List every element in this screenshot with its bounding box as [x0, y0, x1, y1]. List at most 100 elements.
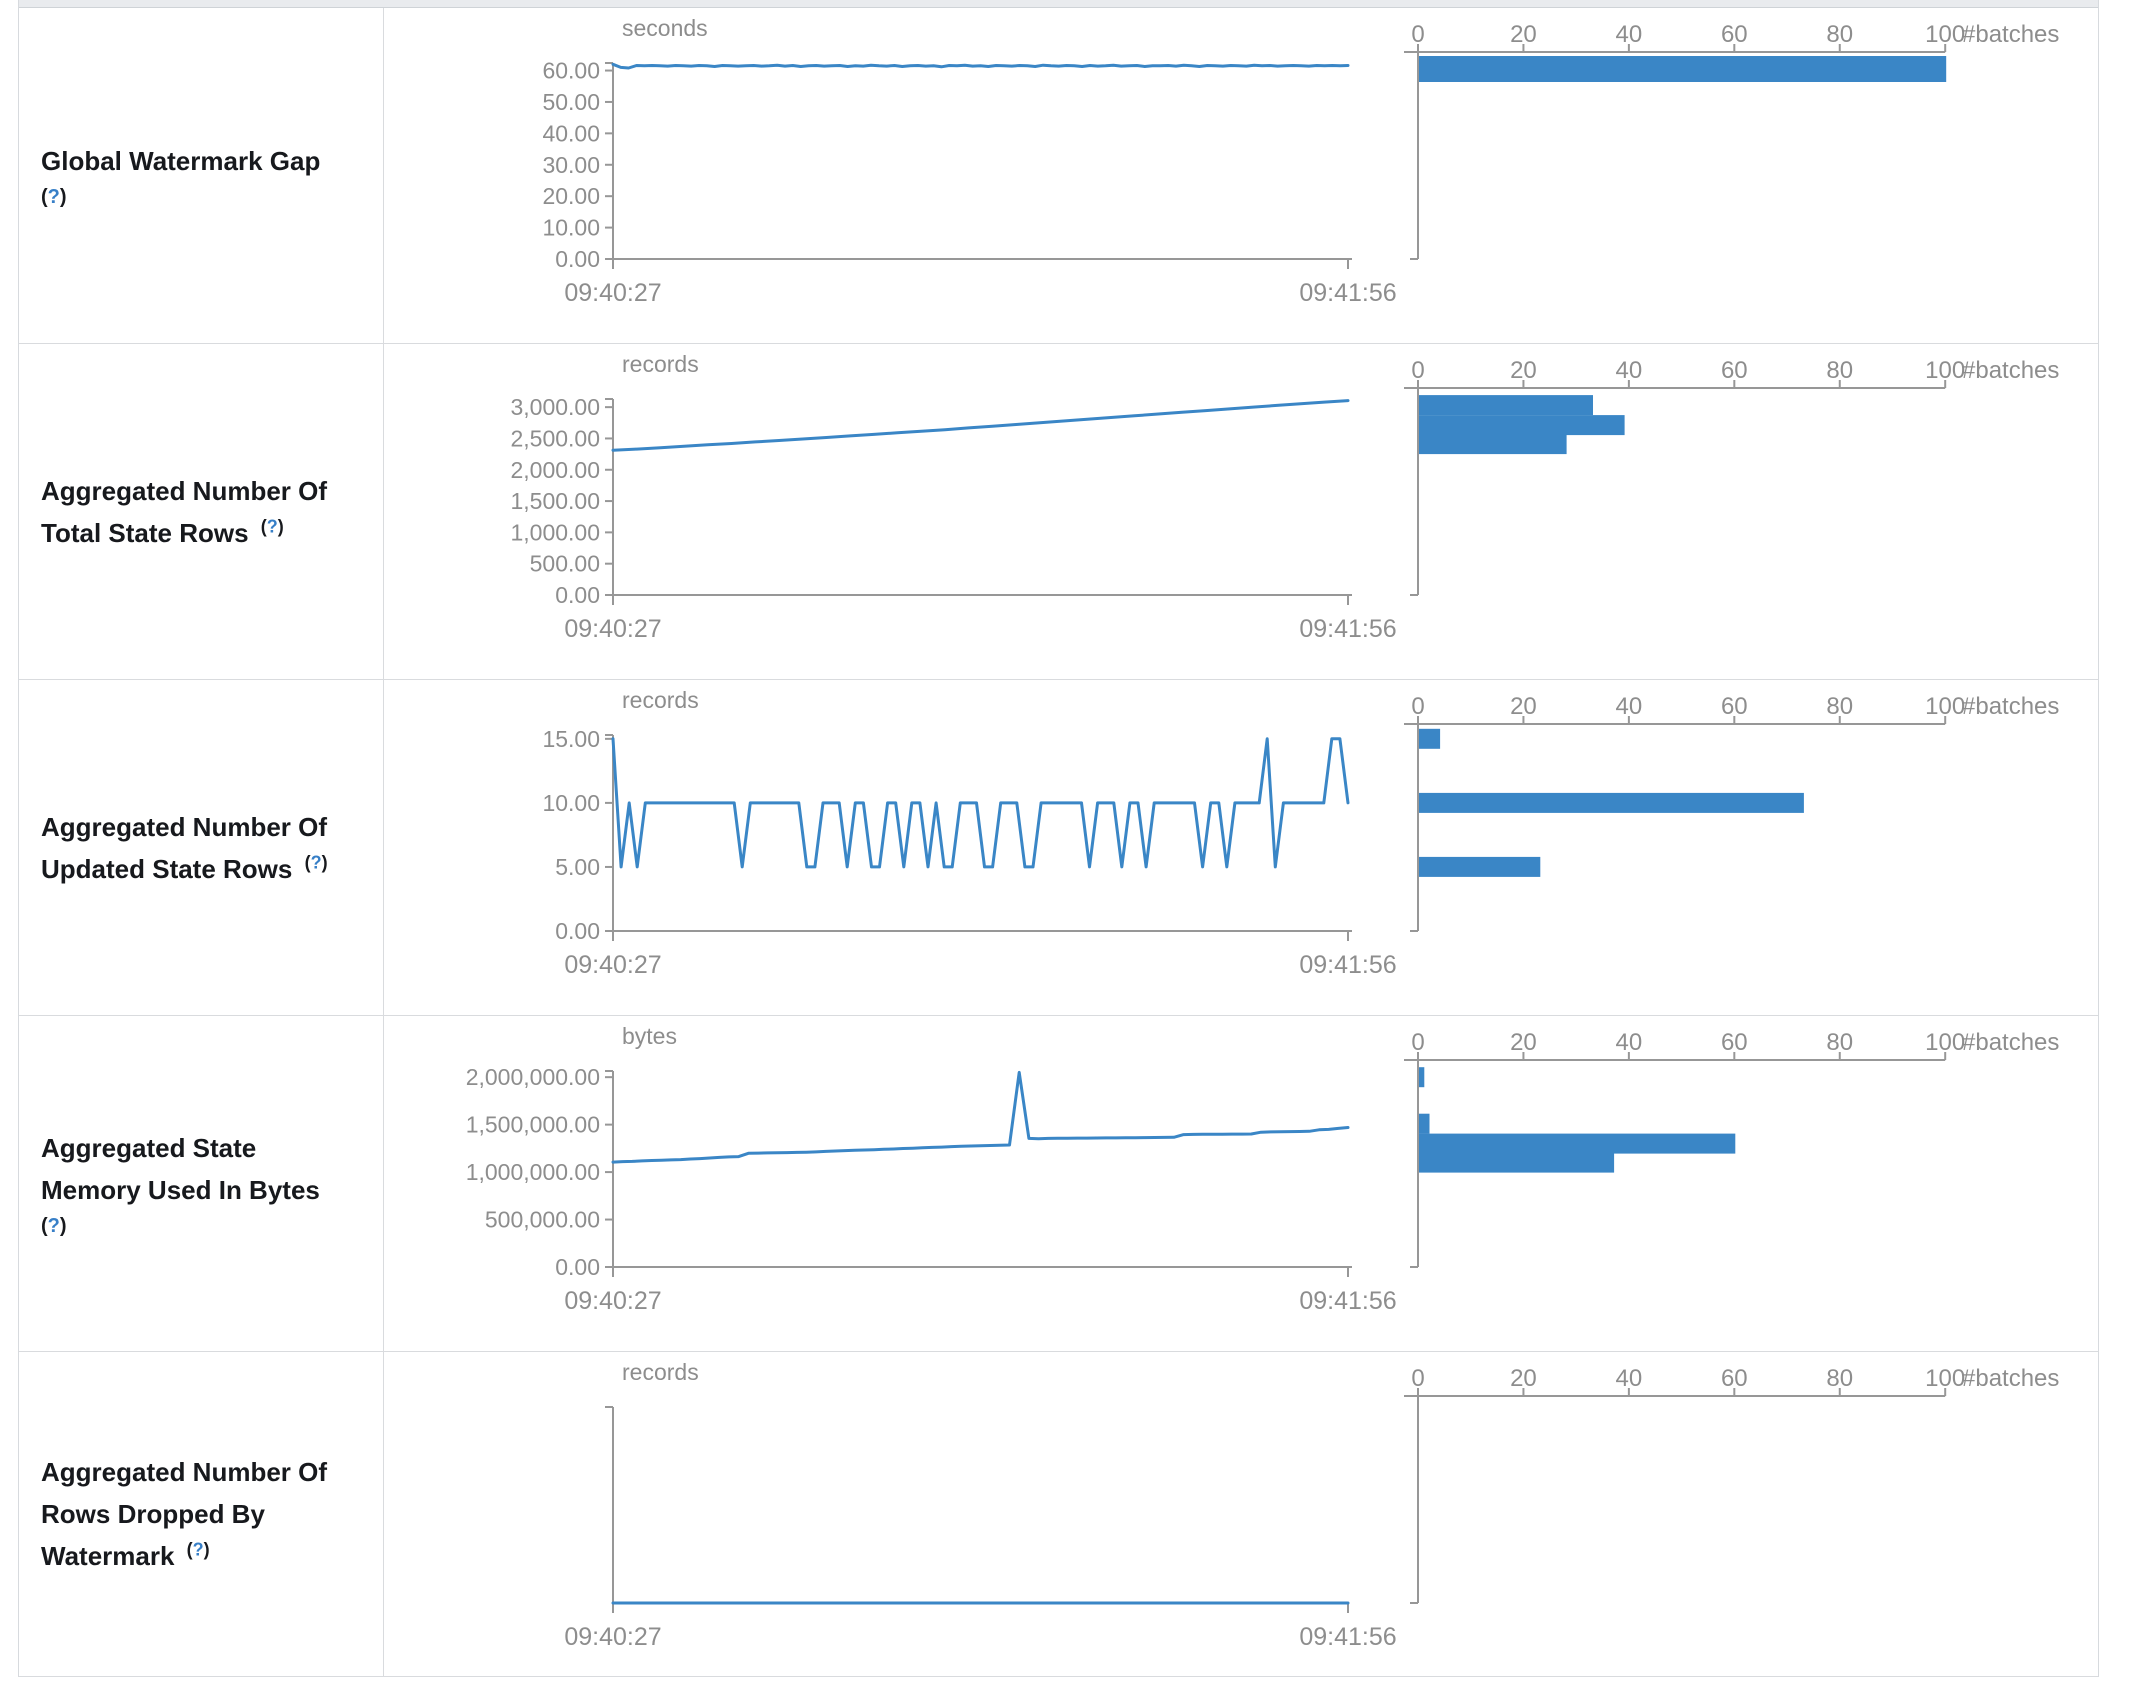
- timeline-data-line: [611, 1070, 1350, 1164]
- metric-title: Aggregated State Memory Used In Bytes (?): [41, 1127, 353, 1241]
- timeline-data-line: [611, 737, 1350, 869]
- timeline-y-tick: 0.00: [555, 1254, 600, 1280]
- metric-charts-cell: bytes 2,000,000.00 1,500,000.00 1,000,000.0…: [384, 1016, 2098, 1351]
- metric-help: (?): [41, 1214, 67, 1237]
- timeline-y-tick: 15.00: [542, 726, 600, 752]
- histogram-x-tick: 40: [1616, 693, 1643, 720]
- histogram-x-tick: 80: [1826, 693, 1853, 720]
- histogram-axis-label: #batches: [1962, 693, 2059, 720]
- histogram-bar: [1419, 434, 1567, 455]
- timeline-x-end-label: 09:41:56: [1299, 1623, 1396, 1651]
- histogram-x-tick: 20: [1510, 693, 1537, 720]
- metric-rows-container: Global Watermark Gap (?) seconds 60.00 50.00…: [19, 8, 2098, 1677]
- help-link[interactable]: ?: [47, 1214, 60, 1237]
- timeline-y-tick: 5.00: [555, 854, 600, 880]
- timeline-y-tick: 40.00: [542, 120, 600, 146]
- histogram-x-tick: 100: [1925, 21, 1965, 48]
- histogram-bar: [1419, 1067, 1425, 1088]
- timeline-data-line: [611, 399, 1350, 452]
- histogram-x-tick: 60: [1721, 1365, 1748, 1392]
- timeline-x-end-label: 09:41:56: [1299, 951, 1396, 979]
- metric-title: Global Watermark Gap (?): [41, 140, 320, 212]
- histogram-x-tick: 40: [1616, 1029, 1643, 1056]
- metric-title-text: Aggregated Number Of Total State Rows: [41, 475, 328, 548]
- histogram-x-tick: 0: [1411, 357, 1424, 384]
- histogram-bar: [1419, 1133, 1736, 1154]
- timeline-y-tick: 50.00: [542, 89, 600, 115]
- histogram-bar: [1419, 1152, 1615, 1173]
- charts-global-watermark-gap: seconds 60.00 50.00 40.00 30.00 20.00 10.00 0.0…: [542, 15, 2059, 307]
- metric-title-text: Aggregated Number Of Rows Dropped By Wat…: [41, 1457, 328, 1571]
- histogram-x-tick: 20: [1510, 357, 1537, 384]
- timeline-unit-label: seconds: [622, 15, 708, 41]
- histogram-x-tick: 40: [1616, 1365, 1643, 1392]
- histogram-x-tick: 100: [1925, 1029, 1965, 1056]
- metric-row-aggregated-updated-state-rows: Aggregated Number Of Updated State Rows …: [19, 680, 2098, 1016]
- timeline-x-start-label: 09:40:27: [564, 951, 661, 979]
- timeline-unit-label: records: [622, 1359, 699, 1385]
- timeline-x-start-label: 09:40:27: [564, 615, 661, 643]
- histogram-x-tick: 20: [1510, 1365, 1537, 1392]
- histogram-x-tick: 80: [1826, 1365, 1853, 1392]
- timeline-unit-label: bytes: [622, 1023, 677, 1049]
- help-link[interactable]: ?: [266, 515, 278, 536]
- histogram-axis-label: #batches: [1962, 1029, 2059, 1056]
- histogram-x-tick: 80: [1826, 357, 1853, 384]
- histogram-bar: [1419, 856, 1541, 877]
- histogram-bar: [1419, 792, 1804, 813]
- timeline-y-tick: 2,000.00: [510, 457, 600, 483]
- timeline-unit-label: records: [622, 687, 699, 713]
- help-link[interactable]: ?: [47, 185, 60, 208]
- histogram-x-tick: 20: [1510, 21, 1537, 48]
- metric-charts-cell: records 15.00 10.00 5.00 0.00 09:40:27 09:41:5…: [384, 680, 2098, 1015]
- metric-label-cell: Global Watermark Gap (?): [19, 8, 384, 343]
- metric-title: Aggregated Number Of Total State Rows (?…: [41, 470, 353, 554]
- timeline-y-tick: 2,500.00: [510, 425, 600, 451]
- histogram-x-tick: 60: [1721, 21, 1748, 48]
- timeline-y-tick: 0.00: [555, 918, 600, 944]
- histogram-bar: [1419, 1113, 1430, 1134]
- timeline-y-tick: 20.00: [542, 183, 600, 209]
- charts-aggregated-state-memory-used: bytes 2,000,000.00 1,500,000.00 1,000,000.0…: [466, 1023, 2060, 1315]
- histogram-bar: [1419, 395, 1593, 416]
- histogram-x-tick: 0: [1411, 1365, 1424, 1392]
- charts-aggregated-rows-dropped-by-watermark: records 09:40:27 09:41:56 0 20 40 60 80 100#batc…: [564, 1359, 2059, 1651]
- timeline-x-start-label: 09:40:27: [564, 279, 661, 307]
- metric-charts-cell: records 3,000.00 2,500.00 2,000.00 1,500.00 1…: [384, 344, 2098, 679]
- metric-title: Aggregated Number Of Rows Dropped By Wat…: [41, 1451, 353, 1577]
- metric-title-text: Global Watermark Gap: [41, 145, 321, 176]
- metric-row-aggregated-rows-dropped-by-watermark: Aggregated Number Of Rows Dropped By Wat…: [19, 1352, 2098, 1677]
- histogram-x-tick: 100: [1925, 357, 1965, 384]
- histogram-bar: [1419, 415, 1625, 436]
- timeline-y-tick: 0.00: [555, 582, 600, 608]
- help-link[interactable]: ?: [192, 1539, 204, 1560]
- histogram-x-tick: 40: [1616, 21, 1643, 48]
- help-link[interactable]: ?: [310, 851, 322, 872]
- histogram-x-tick: 40: [1616, 357, 1643, 384]
- metric-row-aggregated-total-state-rows: Aggregated Number Of Total State Rows (?…: [19, 344, 2098, 680]
- timeline-x-end-label: 09:41:56: [1299, 279, 1396, 307]
- histogram-x-tick: 60: [1721, 357, 1748, 384]
- histogram-x-tick: 60: [1721, 693, 1748, 720]
- metric-charts-cell: records 09:40:27 09:41:56 0 20 40 60 80 100 #batc…: [384, 1352, 2098, 1676]
- metric-charts-cell: seconds 60.00 50.00 40.00 30.00 20.00 10.00 0.0…: [384, 8, 2098, 343]
- histogram-x-tick: 80: [1826, 21, 1853, 48]
- timeline-y-tick: 60.00: [542, 58, 600, 84]
- timeline-data-line: [611, 62, 1350, 70]
- timeline-x-end-label: 09:41:56: [1299, 1287, 1396, 1315]
- timeline-x-start-label: 09:40:27: [564, 1623, 661, 1651]
- timeline-y-tick: 1,000,000.00: [466, 1159, 600, 1185]
- histogram-axis-label: #batches: [1962, 357, 2059, 384]
- charts-aggregated-updated-state-rows: records 15.00 10.00 5.00 0.00 09:40:27 09:41:5…: [542, 687, 2059, 979]
- histogram-x-tick: 20: [1510, 1029, 1537, 1056]
- histogram-axis-label: #batches: [1962, 21, 2059, 48]
- timeline-x-start-label: 09:40:27: [564, 1287, 661, 1315]
- metric-row-aggregated-state-memory-used: Aggregated State Memory Used In Bytes (?)…: [19, 1016, 2098, 1352]
- histogram-x-tick: 100: [1925, 1365, 1965, 1392]
- timeline-y-tick: 2,000,000.00: [466, 1064, 600, 1090]
- histogram-axis-label: #batches: [1962, 1365, 2059, 1392]
- metric-label-cell: Aggregated Number Of Rows Dropped By Wat…: [19, 1352, 384, 1676]
- histogram-bar: [1419, 56, 1947, 82]
- histogram-x-tick: 0: [1411, 693, 1424, 720]
- metric-help: (?): [255, 515, 284, 536]
